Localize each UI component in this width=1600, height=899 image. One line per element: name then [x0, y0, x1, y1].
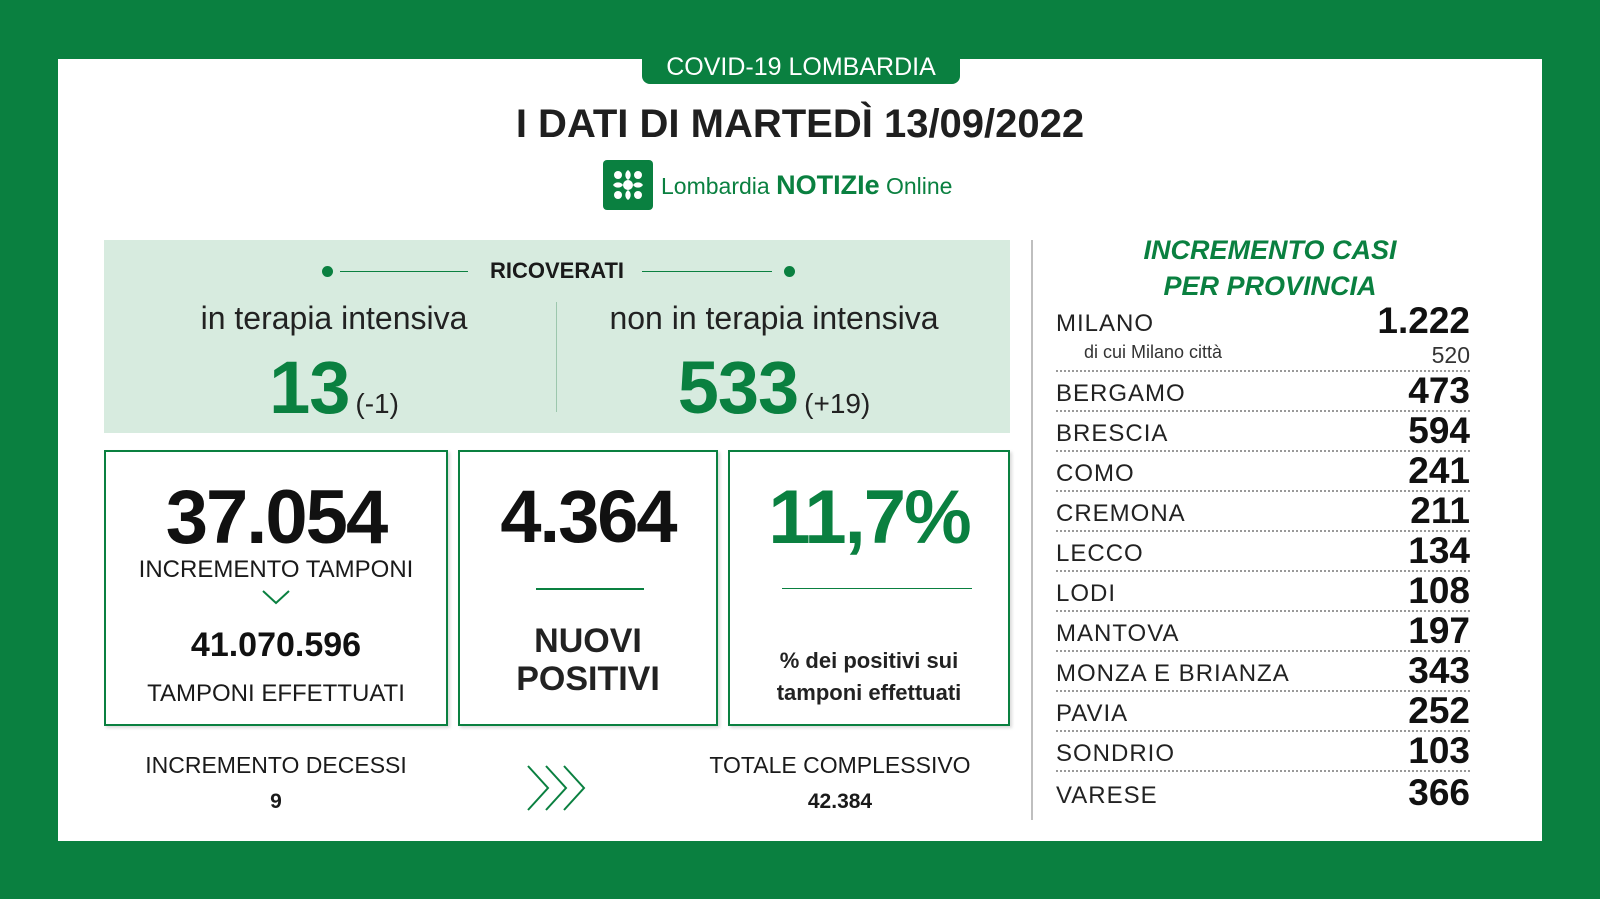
province-value: 197	[1408, 610, 1470, 651]
logo-word-lombardia: Lombardia	[661, 172, 770, 199]
province-row: LECCO 134	[1056, 532, 1470, 572]
tamponi-value: 37.054	[165, 475, 388, 560]
province-row: BERGAMO 473	[1056, 372, 1470, 412]
non-intensiva-delta: (+19)	[804, 388, 871, 419]
decessi-label: INCREMENTO DECESSI	[145, 752, 407, 778]
dot-left	[322, 266, 333, 277]
province-value: 366	[1408, 772, 1470, 813]
tamponi-total: 41.070.596	[190, 626, 362, 664]
province-name: BERGAMO	[1056, 380, 1186, 407]
province-value: 103	[1408, 730, 1470, 771]
page-title: I DATI DI MARTEDÌ 13/09/2022	[515, 102, 1085, 146]
province-value: 241	[1408, 450, 1470, 491]
province-name: MILANO	[1056, 310, 1155, 337]
province-value: 211	[1410, 490, 1470, 531]
province-row: SONDRIO 103	[1056, 732, 1470, 772]
milano-citta-label: di cui Milano città	[1084, 342, 1223, 362]
chevrons-right-icon	[522, 760, 594, 821]
milano-citta-value: 520	[1431, 342, 1470, 368]
logo-word-online: Online	[885, 172, 953, 199]
province-name: LODI	[1056, 580, 1117, 607]
percentuale-label-2: tamponi effettuati	[776, 680, 962, 705]
ricoverati-heading: RICOVERATI	[489, 258, 625, 283]
intensiva-label: in terapia intensiva	[200, 300, 468, 336]
province-row: COMO 241	[1056, 452, 1470, 492]
province-row: CREMONA 211	[1056, 492, 1470, 532]
line-left	[340, 271, 468, 272]
positivi-value: 4.364	[500, 475, 677, 558]
intensiva-block: in terapia intensiva 13 (-1)	[144, 300, 524, 430]
province-name: COMO	[1056, 460, 1135, 487]
province-name: MONZA E BRIANZA	[1056, 660, 1290, 687]
totale-label: TOTALE COMPLESSIVO	[709, 752, 971, 778]
tamponi-box: 37.054 INCREMENTO TAMPONI 41.070.596 TAM…	[104, 450, 448, 726]
non-intensiva-block: non in terapia intensiva 533 (+19)	[574, 300, 974, 430]
dot-right	[784, 266, 795, 277]
totale-value: 42.384	[807, 790, 873, 813]
province-value: 252	[1408, 690, 1470, 731]
chevron-down-icon	[106, 588, 446, 610]
percentuale-divider	[782, 588, 972, 589]
province-heading: INCREMENTO CASI PER PROVINCIA	[1040, 232, 1500, 304]
province-name: MANTOVA	[1056, 620, 1180, 647]
province-name: PAVIA	[1056, 700, 1129, 727]
province-name: BRESCIA	[1056, 420, 1169, 447]
tamponi-label: INCREMENTO TAMPONI	[138, 556, 414, 583]
logo-text: Lombardia NOTIZIe Online	[661, 170, 952, 201]
province-row: LODI 108	[1056, 572, 1470, 612]
province-row: MANTOVA 197	[1056, 612, 1470, 652]
non-intensiva-label: non in terapia intensiva	[609, 300, 939, 336]
province-value: 108	[1408, 570, 1470, 611]
province-name: LECCO	[1056, 540, 1144, 567]
percentuale-value: 11,7%	[768, 475, 971, 560]
province-name: CREMONA	[1056, 500, 1186, 527]
non-intensiva-value: 533	[677, 346, 799, 429]
decessi-value: 9	[270, 790, 282, 813]
province-value: 473	[1408, 370, 1470, 411]
province-name: SONDRIO	[1056, 740, 1176, 767]
positivi-divider	[536, 588, 644, 590]
positivi-label-2: POSITIVI	[516, 660, 660, 698]
line-right	[642, 271, 772, 272]
province-row: BRESCIA 594	[1056, 412, 1470, 452]
province-name: VARESE	[1056, 782, 1158, 809]
percentuale-label-1: % dei positivi sui	[779, 648, 959, 673]
province-value: 1.222	[1377, 300, 1470, 341]
province-value: 594	[1408, 410, 1470, 451]
province-heading-line-2: PER PROVINCIA	[1163, 271, 1377, 301]
province-row-milano: MILANO 1.222 di cui Milano città 520	[1056, 300, 1470, 372]
province-row: VARESE 366	[1056, 772, 1470, 812]
province-heading-line-1: INCREMENTO CASI	[1143, 235, 1397, 265]
tamponi-total-label: TAMPONI EFFETTUATI	[147, 680, 405, 707]
intensiva-delta: (-1)	[355, 388, 399, 419]
province-value: 343	[1408, 650, 1470, 691]
positivi-box: 4.364 NUOVI POSITIVI	[458, 450, 718, 726]
province-row: PAVIA 252	[1056, 692, 1470, 732]
percentuale-box: 11,7% % dei positivi sui tamponi effettu…	[728, 450, 1010, 726]
vertical-divider	[1031, 240, 1033, 820]
header-badge: COVID-19 LOMBARDIA	[642, 50, 960, 84]
province-value: 134	[1408, 530, 1470, 571]
province-row: MONZA E BRIANZA 343	[1056, 652, 1470, 692]
logo-word-notizie: NOTIZIe	[776, 169, 880, 200]
intensiva-value: 13	[269, 346, 350, 429]
ricoverati-divider	[556, 302, 557, 412]
lombardia-rose-icon	[603, 160, 653, 210]
positivi-label-1: NUOVI	[534, 622, 642, 660]
ricoverati-panel: RICOVERATI in terapia intensiva 13 (-1) n…	[104, 240, 1010, 433]
logo: Lombardia NOTIZIe Online	[603, 160, 952, 210]
